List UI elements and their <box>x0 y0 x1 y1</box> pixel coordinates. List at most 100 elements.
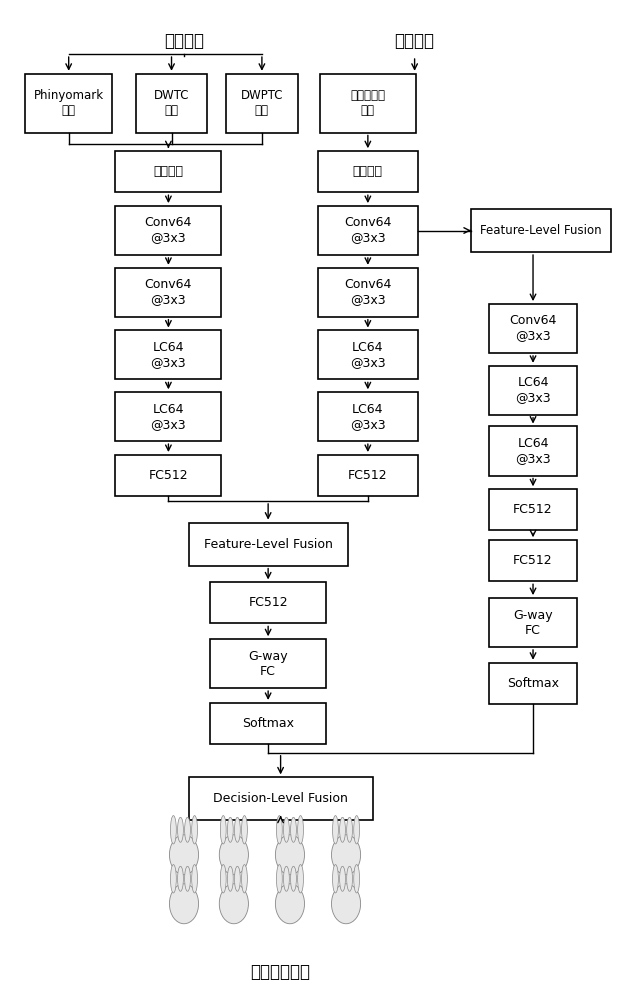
Ellipse shape <box>220 816 226 844</box>
Bar <box>471 209 611 252</box>
Text: FC512: FC512 <box>248 596 288 609</box>
Bar <box>135 74 207 132</box>
Ellipse shape <box>235 817 240 842</box>
Ellipse shape <box>275 835 305 875</box>
Text: FC512: FC512 <box>513 554 553 567</box>
Bar <box>189 777 373 820</box>
Bar <box>25 74 113 132</box>
Bar <box>116 455 221 496</box>
Text: FC512: FC512 <box>149 469 188 482</box>
Bar <box>116 392 221 441</box>
Ellipse shape <box>340 817 345 842</box>
Text: LC64
@3x3: LC64 @3x3 <box>350 403 385 431</box>
Text: Conv64
@3x3: Conv64 @3x3 <box>344 217 392 244</box>
Ellipse shape <box>298 865 303 893</box>
Ellipse shape <box>191 816 198 844</box>
Text: 运动特征: 运动特征 <box>353 165 383 178</box>
Ellipse shape <box>228 866 233 891</box>
Text: 肌电特征: 肌电特征 <box>153 165 183 178</box>
Text: Conv64
@3x3: Conv64 @3x3 <box>344 278 392 306</box>
Bar <box>490 426 577 476</box>
Text: LC64
@3x3: LC64 @3x3 <box>151 341 186 369</box>
Ellipse shape <box>169 835 198 875</box>
Bar <box>116 151 221 192</box>
Ellipse shape <box>331 835 361 875</box>
Text: Phinyomark
特征: Phinyomark 特征 <box>34 89 104 117</box>
Ellipse shape <box>242 816 247 844</box>
Ellipse shape <box>331 884 361 924</box>
Bar <box>490 663 577 704</box>
Bar <box>490 598 577 647</box>
Text: Feature-Level Fusion: Feature-Level Fusion <box>204 538 333 551</box>
Bar <box>490 366 577 415</box>
Ellipse shape <box>291 817 296 842</box>
Bar <box>189 523 348 566</box>
Text: DWTC
特征: DWTC 特征 <box>154 89 190 117</box>
Text: FC512: FC512 <box>513 503 553 516</box>
Bar <box>318 392 418 441</box>
Ellipse shape <box>191 865 198 893</box>
Bar <box>318 151 418 192</box>
Bar <box>211 582 326 623</box>
Text: FC512: FC512 <box>348 469 388 482</box>
Ellipse shape <box>170 865 176 893</box>
Text: Conv64
@3x3: Conv64 @3x3 <box>145 217 192 244</box>
Ellipse shape <box>277 816 282 844</box>
Bar <box>318 455 418 496</box>
Text: Conv64
@3x3: Conv64 @3x3 <box>509 314 556 342</box>
Ellipse shape <box>170 816 176 844</box>
Text: Softmax: Softmax <box>242 717 294 730</box>
Ellipse shape <box>347 817 352 842</box>
Ellipse shape <box>177 866 183 891</box>
Text: Softmax: Softmax <box>507 677 559 690</box>
Text: G-way
FC: G-way FC <box>248 650 288 678</box>
Bar <box>490 304 577 353</box>
Bar <box>211 639 326 688</box>
Bar <box>226 74 298 132</box>
Text: Conv64
@3x3: Conv64 @3x3 <box>145 278 192 306</box>
Text: 运动信号: 运动信号 <box>394 32 434 50</box>
Ellipse shape <box>347 866 352 891</box>
Ellipse shape <box>333 816 338 844</box>
Ellipse shape <box>235 866 240 891</box>
Ellipse shape <box>184 866 190 891</box>
Bar <box>318 268 418 317</box>
Ellipse shape <box>219 835 249 875</box>
Text: DWPTC
特征: DWPTC 特征 <box>240 89 283 117</box>
Bar <box>319 74 416 132</box>
Ellipse shape <box>354 865 359 893</box>
Bar <box>211 703 326 744</box>
Ellipse shape <box>228 817 233 842</box>
Text: LC64
@3x3: LC64 @3x3 <box>350 341 385 369</box>
Ellipse shape <box>242 865 247 893</box>
Text: LC64
@3x3: LC64 @3x3 <box>515 376 551 404</box>
Ellipse shape <box>184 817 190 842</box>
Ellipse shape <box>275 884 305 924</box>
Text: 肌电信号: 肌电信号 <box>164 32 204 50</box>
Text: 时域和频域
特征: 时域和频域 特征 <box>350 89 385 117</box>
Bar <box>116 268 221 317</box>
Text: LC64
@3x3: LC64 @3x3 <box>151 403 186 431</box>
Ellipse shape <box>354 816 359 844</box>
Bar <box>490 540 577 581</box>
Ellipse shape <box>177 817 183 842</box>
Ellipse shape <box>219 884 249 924</box>
Text: G-way
FC: G-way FC <box>513 608 553 637</box>
Bar <box>318 206 418 255</box>
Text: 手势识别结果: 手势识别结果 <box>251 963 310 981</box>
Bar <box>116 206 221 255</box>
Ellipse shape <box>298 816 303 844</box>
Text: LC64
@3x3: LC64 @3x3 <box>515 437 551 465</box>
Ellipse shape <box>284 817 289 842</box>
Text: Feature-Level Fusion: Feature-Level Fusion <box>480 224 602 237</box>
Ellipse shape <box>333 865 338 893</box>
Bar <box>116 330 221 379</box>
Ellipse shape <box>340 866 345 891</box>
Bar <box>490 489 577 530</box>
Text: Decision-Level Fusion: Decision-Level Fusion <box>213 792 348 805</box>
Ellipse shape <box>277 865 282 893</box>
Ellipse shape <box>220 865 226 893</box>
Ellipse shape <box>169 884 198 924</box>
Ellipse shape <box>291 866 296 891</box>
Ellipse shape <box>284 866 289 891</box>
